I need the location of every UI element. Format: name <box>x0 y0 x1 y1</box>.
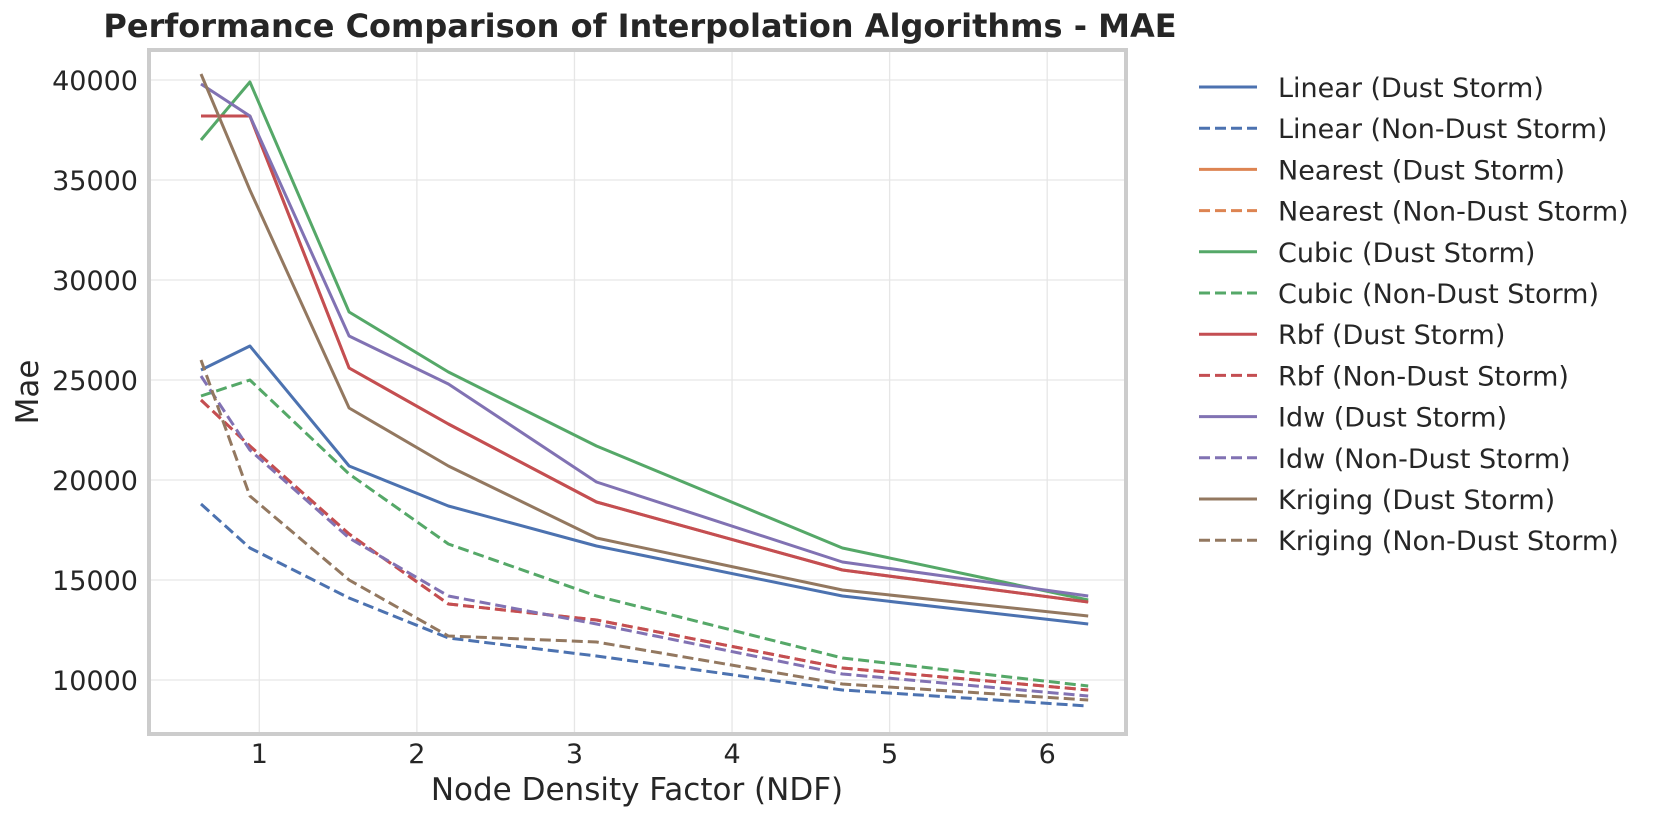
y-tick-label: 10000 <box>52 666 138 697</box>
x-axis-ticks: 1 2 3 4 5 6 <box>251 739 1056 770</box>
series-line-idw-non-dust-storm <box>199 375 1089 698</box>
y-tick-label: 20000 <box>52 466 138 497</box>
series-line-idw-dust-storm <box>200 82 1089 598</box>
legend-label-cubic-dust-storm: Cubic (Dust Storm) <box>1278 238 1535 269</box>
series-line-nearest-dust-storm <box>201 114 1089 604</box>
legend-label-idw-dust-storm: Idw (Dust Storm) <box>1278 403 1507 434</box>
chart-title: Performance Comparison of Interpolation … <box>103 7 1176 45</box>
legend-label-linear-dust-storm: Linear (Dust Storm) <box>1278 73 1544 104</box>
legend-label-kriging-dust-storm: Kriging (Dust Storm) <box>1278 485 1555 516</box>
y-tick-label: 15000 <box>52 566 138 597</box>
legend: Linear (Dust Storm) Linear (Non-Dust Stor… <box>1199 73 1629 557</box>
x-tick-label: 4 <box>723 739 740 770</box>
y-tick-label: 25000 <box>52 366 138 397</box>
legend-label-kriging-non-dust-storm: Kriging (Non-Dust Storm) <box>1278 526 1619 557</box>
x-tick-label: 2 <box>408 739 425 770</box>
series-line-cubic-dust-storm <box>199 80 1089 602</box>
x-tick-label: 6 <box>1039 739 1056 770</box>
series-line-rbf-non-dust-storm <box>199 398 1089 692</box>
series-line-linear-dust-storm <box>200 344 1089 626</box>
grid <box>149 50 1126 734</box>
legend-label-linear-non-dust-storm: Linear (Non-Dust Storm) <box>1278 114 1607 145</box>
legend-label-idw-non-dust-storm: Idw (Non-Dust Storm) <box>1278 444 1571 475</box>
legend-label-nearest-dust-storm: Nearest (Dust Storm) <box>1278 155 1565 186</box>
series-lines <box>199 73 1089 708</box>
x-tick-label: 1 <box>251 739 268 770</box>
series-line-rbf-dust-storm <box>201 114 1089 604</box>
legend-label-cubic-non-dust-storm: Cubic (Non-Dust Storm) <box>1278 279 1599 310</box>
legend-label-rbf-non-dust-storm: Rbf (Non-Dust Storm) <box>1278 361 1569 392</box>
y-tick-label: 30000 <box>52 266 138 297</box>
plot-frame <box>147 48 1128 736</box>
series-line-cubic-non-dust-storm <box>200 378 1089 688</box>
legend-label-nearest-non-dust-storm: Nearest (Non-Dust Storm) <box>1278 197 1629 228</box>
x-tick-label: 5 <box>881 739 898 770</box>
series-line-nearest-non-dust-storm <box>199 398 1089 692</box>
series-line-linear-non-dust-storm <box>199 502 1089 708</box>
series-line-kriging-dust-storm <box>199 73 1089 618</box>
y-tick-label: 40000 <box>52 66 138 97</box>
y-tick-label: 35000 <box>52 166 138 197</box>
legend-label-rbf-dust-storm: Rbf (Dust Storm) <box>1278 320 1505 351</box>
y-axis-ticks: 10000 15000 20000 25000 30000 35000 40000 <box>52 66 138 697</box>
x-tick-label: 3 <box>566 739 583 770</box>
x-axis-label: Node Density Factor (NDF) <box>431 772 843 808</box>
y-axis-label: Mae <box>10 360 46 425</box>
series-line-kriging-non-dust-storm <box>199 359 1089 702</box>
